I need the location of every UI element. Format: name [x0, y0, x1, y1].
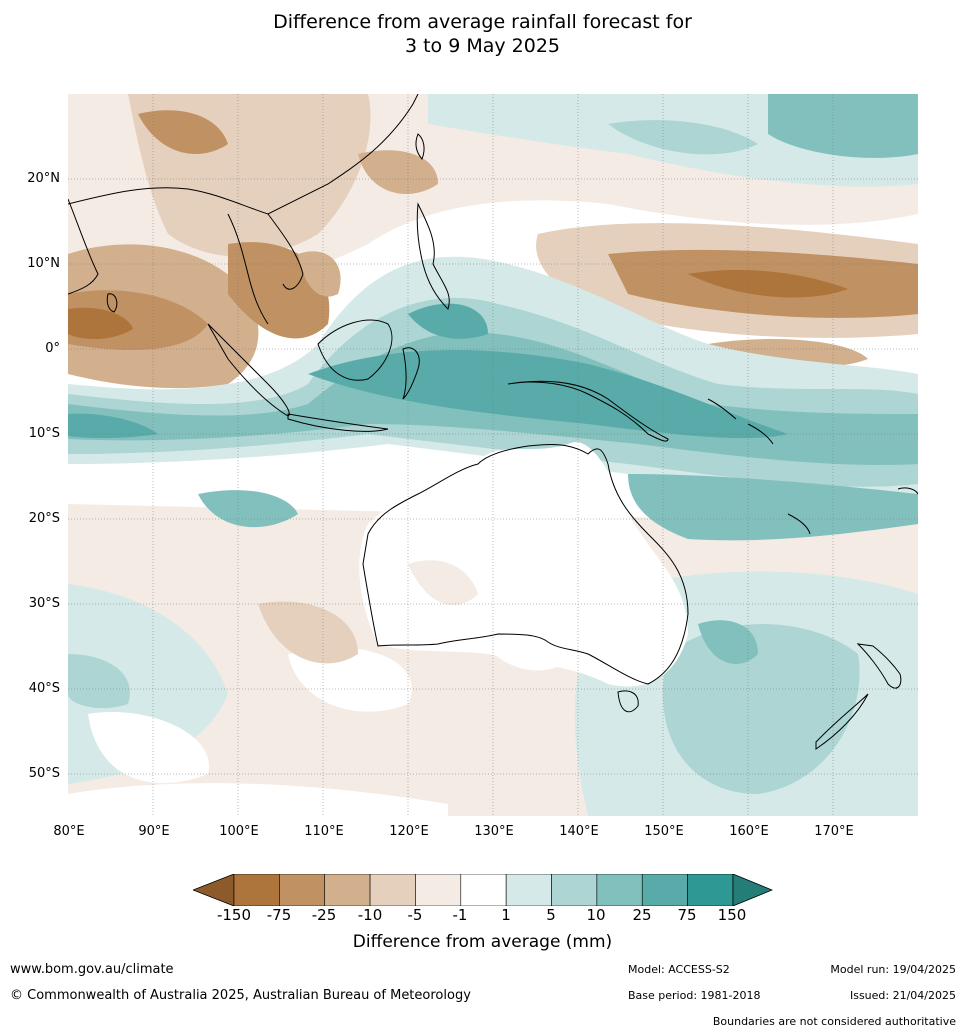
footer-disclaimer: Boundaries are not considered authoritat… — [712, 1015, 956, 1028]
legend-title: Difference from average (mm) — [352, 932, 613, 952]
legend-tick: -1 — [452, 906, 468, 924]
lon-label: 120°E — [389, 824, 429, 839]
footer-model: Model: ACCESS-S2 — [628, 963, 730, 976]
legend-swatch-wet-25-75 — [641, 873, 688, 907]
title-line-1: Difference from average rainfall forecas… — [273, 11, 692, 33]
lon-label: 160°E — [729, 824, 769, 839]
lon-label: 110°E — [304, 824, 344, 839]
footer-base-period: Base period: 1981-2018 — [628, 989, 761, 1002]
legend-svg — [191, 873, 774, 907]
rainfall-map — [68, 94, 918, 816]
lon-label: 140°E — [559, 824, 599, 839]
footer-issued: Issued: 21/04/2025 — [849, 989, 956, 1002]
legend-swatch-neutral — [460, 873, 507, 907]
legend-tick: 75 — [677, 906, 697, 924]
legend-swatch-wet-75-150 — [687, 873, 734, 907]
footer-url[interactable]: www.bom.gov.au/climate — [10, 962, 174, 977]
footer-copyright: © Commonwealth of Australia 2025, Austra… — [10, 988, 471, 1003]
legend-colorbar — [191, 873, 774, 907]
legend-tick: -25 — [311, 906, 337, 924]
lat-label: 30°S — [28, 596, 60, 611]
legend-tick: 1 — [501, 906, 511, 924]
lat-label: 40°S — [28, 681, 60, 696]
legend-swatch-wet-5-10 — [551, 873, 598, 907]
legend-swatch-wet-1-5 — [505, 873, 552, 907]
map-title: Difference from average rainfall forecas… — [0, 10, 965, 58]
legend-tick-labels: -150 -75 -25 -10 -5 -1 1 5 10 25 75 150 — [0, 906, 965, 926]
lon-label: 90°E — [138, 824, 170, 839]
legend-tick: -5 — [407, 906, 423, 924]
legend-tick: 10 — [586, 906, 606, 924]
lon-label: 80°E — [53, 824, 85, 839]
legend-tick: 25 — [632, 906, 652, 924]
lat-label: 20°S — [28, 511, 60, 526]
lat-label: 20°N — [27, 171, 60, 186]
lat-label: 50°S — [28, 766, 60, 781]
lon-label: 130°E — [474, 824, 514, 839]
legend-tick: 150 — [717, 906, 747, 924]
legend-extend-dry — [191, 873, 235, 907]
lon-label: 150°E — [644, 824, 684, 839]
legend-swatch-dry-25-10 — [324, 873, 371, 907]
legend-swatch-dry-5-1 — [415, 873, 462, 907]
lat-label: 10°N — [27, 256, 60, 271]
legend-tick: 5 — [546, 906, 556, 924]
legend-swatch-dry-10-5 — [369, 873, 416, 907]
footer-model-run: Model run: 19/04/2025 — [830, 963, 956, 976]
lon-label: 170°E — [814, 824, 854, 839]
map-canvas — [68, 94, 918, 816]
legend-extend-wet — [732, 873, 774, 907]
legend-tick: -75 — [266, 906, 292, 924]
lat-label: 0° — [45, 341, 60, 356]
lat-label: 10°S — [28, 426, 60, 441]
legend-tick: -10 — [357, 906, 383, 924]
legend-swatch-dry-75-25 — [279, 873, 326, 907]
lon-label: 100°E — [219, 824, 259, 839]
legend-swatch-wet-10-25 — [596, 873, 643, 907]
legend-tick: -150 — [216, 906, 252, 924]
title-line-2: 3 to 9 May 2025 — [404, 35, 561, 57]
coastlines — [68, 94, 918, 750]
graticule — [68, 94, 918, 816]
legend-swatch-dry-150-75 — [233, 873, 280, 907]
